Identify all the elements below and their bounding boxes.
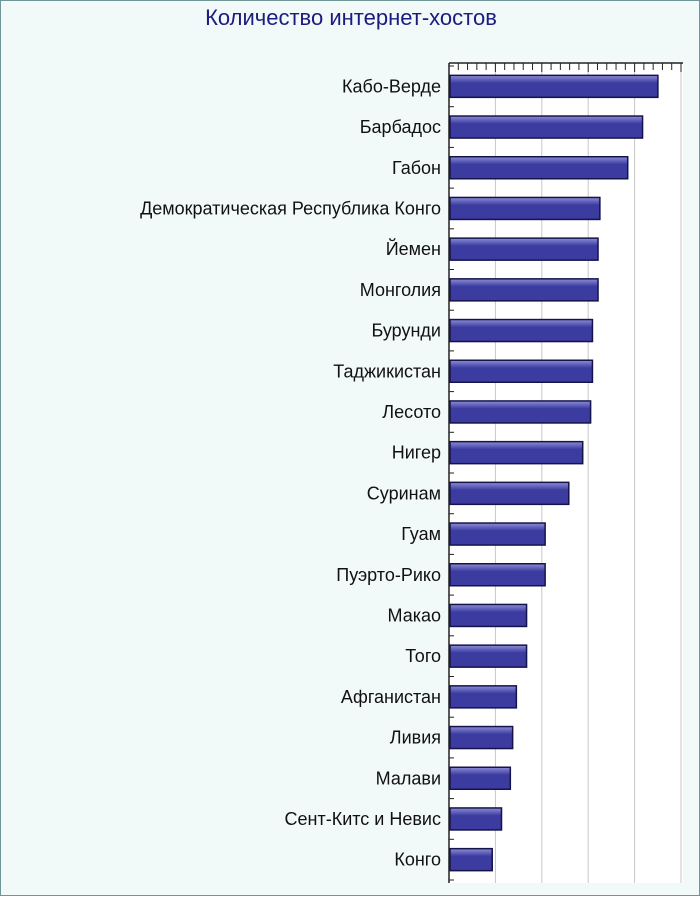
bar — [449, 278, 599, 302]
category-label: Ливия — [390, 728, 441, 748]
category-label: Монголия — [360, 280, 441, 300]
category-label: Сент-Китс и Невис — [285, 809, 441, 829]
bar — [449, 522, 546, 546]
bar — [449, 156, 629, 180]
category-label: Бурунди — [371, 321, 441, 341]
bar — [449, 74, 659, 99]
bar — [449, 318, 594, 343]
category-label: Габон — [392, 158, 441, 178]
bar — [449, 400, 592, 424]
category-label: Того — [405, 646, 441, 666]
category-label: Конго — [394, 850, 441, 870]
x-axis-ticks — [448, 62, 683, 883]
bar — [449, 563, 546, 587]
category-label: Малави — [376, 768, 441, 788]
bar — [449, 644, 528, 668]
chart-title: Количество интернет-хостов — [205, 5, 497, 30]
category-label: Пуэрто-Рико — [336, 565, 441, 585]
bar — [449, 481, 570, 506]
bar — [449, 440, 584, 465]
category-label: Нигер — [392, 443, 441, 463]
category-labels: Кабо-Верде Барбадос Габон Демократическая Р… — [140, 76, 441, 869]
plot-area — [449, 63, 683, 883]
category-label: Демократическая Республика Конго — [140, 198, 441, 218]
category-label: Барбадос — [360, 117, 441, 137]
bar — [449, 237, 599, 261]
bar — [449, 725, 514, 750]
category-label: Лесото — [382, 402, 441, 422]
bar — [449, 807, 503, 831]
bars — [449, 74, 659, 872]
category-label: Макао — [388, 605, 442, 625]
category-label: Таджикистан — [333, 361, 441, 381]
category-label: Йемен — [386, 238, 441, 259]
bar — [449, 359, 594, 383]
category-label: Кабо-Верде — [342, 76, 441, 96]
bar — [449, 766, 512, 790]
category-label: Афганистан — [341, 687, 441, 707]
category-label: Гуам — [401, 524, 441, 544]
bar — [449, 603, 528, 628]
bar — [449, 115, 644, 139]
category-label: Суринам — [367, 483, 441, 503]
bar — [449, 847, 493, 872]
bar — [449, 685, 518, 709]
bar — [449, 196, 601, 221]
